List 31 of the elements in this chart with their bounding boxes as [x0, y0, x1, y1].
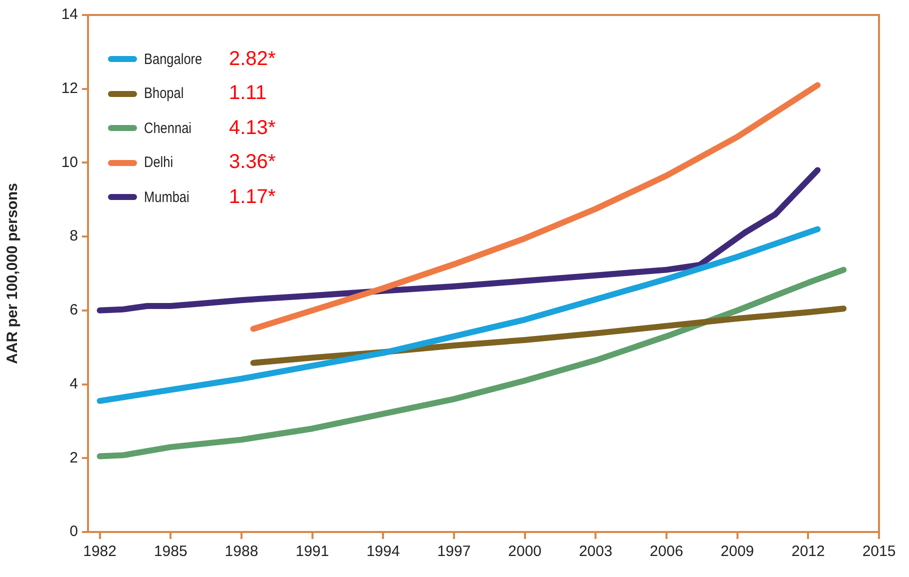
- legend-label: Mumbai: [144, 188, 190, 206]
- x-tick-label: 2006: [650, 543, 684, 560]
- y-tick-label: 14: [61, 6, 78, 24]
- x-tick-label: 2003: [578, 543, 612, 560]
- y-axis-title: AAR per 100,000 persons: [4, 183, 22, 364]
- annotation: 3.36*: [229, 151, 276, 174]
- x-tick-label: 1991: [296, 543, 329, 560]
- annotation: 1.11: [229, 82, 266, 106]
- x-tick-label: 2009: [720, 543, 754, 560]
- legend-label: Bhopal: [144, 85, 185, 102]
- x-tick-label: 1988: [224, 543, 258, 560]
- y-tick-label: 0: [70, 523, 78, 540]
- x-tick-label: 1982: [83, 543, 116, 560]
- legend-label: Chennai: [144, 120, 192, 137]
- annotation: 4.13*: [229, 116, 276, 140]
- legend-label: Delhi: [144, 154, 174, 172]
- y-tick-label: 6: [70, 302, 78, 319]
- x-tick-label: 2000: [508, 543, 542, 560]
- y-tick-label: 2: [70, 449, 78, 466]
- x-tick-label: 1997: [437, 543, 471, 560]
- x-tick-label: 1985: [154, 543, 188, 560]
- annotation: 1.17*: [229, 186, 276, 209]
- x-tick-label: 1994: [366, 543, 400, 560]
- y-tick-label: 10: [61, 154, 78, 171]
- annotation: 2.82*: [229, 48, 276, 71]
- x-tick-label: 2015: [862, 543, 896, 560]
- legend-label: Bangalore: [144, 50, 204, 68]
- y-tick-label: 8: [70, 228, 78, 245]
- y-tick-label: 4: [70, 375, 78, 392]
- y-tick-label: 12: [61, 80, 78, 97]
- x-tick-label: 2012: [791, 543, 825, 560]
